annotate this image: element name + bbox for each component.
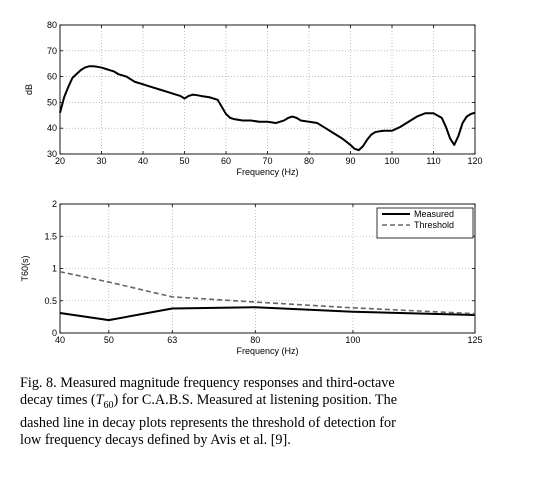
x-tick-label: 60 xyxy=(221,156,231,166)
x-tick-label: 20 xyxy=(55,156,65,166)
x-tick-label: 80 xyxy=(304,156,314,166)
caption-line-2: decay times (T60) for C.A.B.S. Measured … xyxy=(20,392,525,414)
y-tick-label: 30 xyxy=(47,149,57,159)
y-tick-label: 70 xyxy=(47,46,57,56)
caption-line-2-start: decay times ( xyxy=(20,392,96,409)
x-tick-label: 120 xyxy=(467,156,482,166)
caption-line-4: low frequency decays defined by Avis et … xyxy=(20,432,291,449)
y-tick-label: 1.5 xyxy=(44,231,57,241)
decay-time-chart: 40 50 63 80 100 125 0 0.5 1 1.5 2 Frequency (Hz) T60… xyxy=(20,199,483,356)
x-axis-label: Frequency (Hz) xyxy=(236,167,298,177)
series-line-threshold xyxy=(59,270,476,315)
x-tick-label: 63 xyxy=(167,335,177,345)
caption-line-2-end: ) for C.A.B.S. Measured at listening pos… xyxy=(113,392,397,409)
figure-svg: 20 30 40 50 60 70 80 90 100 110 120304050607080Fre… xyxy=(20,20,483,356)
x-tick-label: 70 xyxy=(262,156,272,166)
x-tick-label: 100 xyxy=(345,335,360,345)
y-tick-label: 80 xyxy=(47,20,57,30)
y-tick-label: 0 xyxy=(52,328,57,338)
x-tick-label: 110 xyxy=(426,156,440,166)
x-tick-label: 90 xyxy=(345,156,355,166)
x-tick-label: 30 xyxy=(96,156,106,166)
y-tick-label: 60 xyxy=(47,72,57,82)
x-tick-label: 50 xyxy=(104,335,114,345)
magnitude-response-chart: 20 30 40 50 60 70 80 90 100 110 120304050607080Fre… xyxy=(24,20,483,177)
x-tick-label: 125 xyxy=(467,335,482,345)
caption-t60-subscript: 60 xyxy=(103,400,114,412)
plot-frame xyxy=(59,24,476,155)
x-tick-label: 100 xyxy=(384,156,399,166)
series-line-1 xyxy=(59,65,476,152)
caption-line-1: Fig. 8. Measured magnitude frequency res… xyxy=(20,375,395,391)
x-axis-label: Frequency (Hz) xyxy=(236,346,298,356)
legend-box xyxy=(376,207,474,239)
legend-label-measured: Measured xyxy=(414,209,454,219)
caption-line-3: dashed line in decay plots represents th… xyxy=(20,414,396,431)
x-tick-label: 40 xyxy=(138,156,148,166)
figure-caption: Fig. 8. Measured magnitude frequency res… xyxy=(20,375,525,449)
caption-t60-symbol: T xyxy=(95,392,104,409)
y-axis-label: dB xyxy=(24,84,34,95)
x-tick-label: 50 xyxy=(179,156,189,166)
x-tick-label: 80 xyxy=(250,335,260,345)
x-tick-label: 40 xyxy=(55,335,65,345)
y-tick-label: 0.5 xyxy=(44,296,57,306)
y-tick-label: 1 xyxy=(52,264,57,274)
legend-label-threshold: Threshold xyxy=(414,220,454,230)
series-line-measured xyxy=(59,306,476,322)
y-tick-label: 50 xyxy=(47,97,57,107)
y-axis-label: T60(s) xyxy=(20,255,30,281)
y-tick-label: 2 xyxy=(52,199,57,209)
y-tick-label: 40 xyxy=(47,123,57,133)
